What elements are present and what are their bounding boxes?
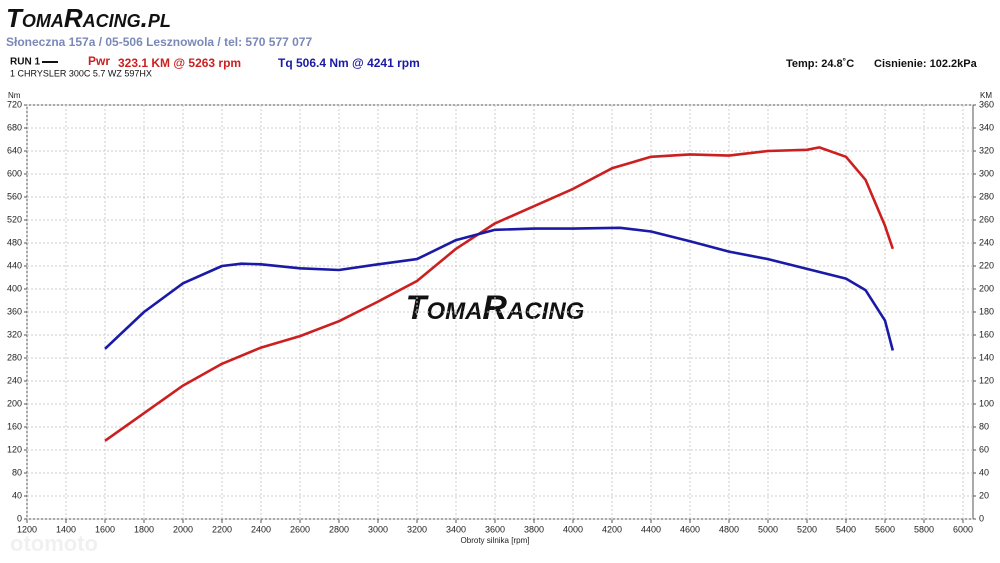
y2-tick-label: 100 — [979, 398, 994, 408]
legend-entry: Pwr — [88, 54, 110, 68]
watermark: TomaRacing — [406, 289, 585, 327]
x-tick-label: 6000 — [953, 524, 973, 534]
y-tick-label: 560 — [7, 191, 22, 201]
x-tick-label: 5400 — [836, 524, 856, 534]
x-tick-label: 4800 — [719, 524, 739, 534]
y-tick-label: 680 — [7, 122, 22, 132]
series-line — [104, 226, 895, 351]
y-tick-label: 720 — [7, 99, 22, 109]
x-tick-label: 5800 — [914, 524, 934, 534]
y2-tick-label: 320 — [979, 145, 994, 155]
y-tick-label: 400 — [7, 283, 22, 293]
x-tick-label: 5600 — [875, 524, 895, 534]
x-tick-label: 1200 — [17, 524, 37, 534]
y-tick-label: 360 — [7, 306, 22, 316]
x-tick-label: 5200 — [797, 524, 817, 534]
y2-tick-label: 220 — [979, 260, 994, 270]
y-tick-label: 40 — [12, 490, 22, 500]
y-tick-label: 200 — [7, 398, 22, 408]
x-tick-label: 4000 — [563, 524, 583, 534]
y2-tick-label: 180 — [979, 306, 994, 316]
run-label: RUN 1 — [10, 57, 40, 68]
y-axis-label: Nm — [8, 91, 21, 100]
x-tick-label: 1800 — [134, 524, 154, 534]
x-tick-label: 2200 — [212, 524, 232, 534]
x-tick-label: 4600 — [680, 524, 700, 534]
y-tick-label: 160 — [7, 421, 22, 431]
x-tick-label: 1600 — [95, 524, 115, 534]
y2-tick-label: 240 — [979, 237, 994, 247]
y2-tick-label: 120 — [979, 375, 994, 385]
x-tick-label: 3400 — [446, 524, 466, 534]
x-axis-label: Obroty silnika [rpm] — [461, 536, 530, 545]
x-tick-label: 4400 — [641, 524, 661, 534]
x-tick-label: 5000 — [758, 524, 778, 534]
y-tick-label: 640 — [7, 145, 22, 155]
y-tick-label: 520 — [7, 214, 22, 224]
temperature: Temp: 24.8˚C — [786, 58, 854, 70]
y-tick-label: 0 — [17, 513, 22, 523]
y-tick-label: 120 — [7, 444, 22, 454]
y2-tick-label: 340 — [979, 122, 994, 132]
legend-peak: 323.1 KM @ 5263 rpm — [118, 56, 241, 70]
legend-entry: Tq — [278, 56, 293, 70]
y2-tick-label: 60 — [979, 444, 989, 454]
y2-axis-label: KM — [980, 91, 992, 100]
y2-tick-label: 360 — [979, 99, 994, 109]
y-tick-label: 440 — [7, 260, 22, 270]
vehicle: 1 CHRYSLER 300C 5.7 WZ 597HX — [10, 68, 152, 78]
x-tick-label: 3600 — [485, 524, 505, 534]
y-tick-label: 280 — [7, 352, 22, 362]
x-tick-label: 2400 — [251, 524, 271, 534]
y-tick-label: 240 — [7, 375, 22, 385]
y-tick-label: 320 — [7, 329, 22, 339]
y2-tick-label: 200 — [979, 283, 994, 293]
logo: TomaRacing.pl — [6, 3, 171, 33]
pressure: Cisnienie: 102.2kPa — [874, 58, 978, 70]
site-watermark: otomoto — [10, 531, 98, 556]
x-tick-label: 2800 — [329, 524, 349, 534]
x-tick-label: 3000 — [368, 524, 388, 534]
y2-tick-label: 0 — [979, 513, 984, 523]
y2-tick-label: 260 — [979, 214, 994, 224]
y2-tick-label: 300 — [979, 168, 994, 178]
address: Słoneczna 157a / 05-506 Lesznowola / tel… — [6, 35, 312, 49]
x-tick-label: 4200 — [602, 524, 622, 534]
x-tick-label: 1400 — [56, 524, 76, 534]
y2-tick-label: 80 — [979, 421, 989, 431]
y2-tick-label: 20 — [979, 490, 989, 500]
y2-tick-label: 160 — [979, 329, 994, 339]
x-tick-label: 3200 — [407, 524, 427, 534]
series-line — [104, 146, 895, 442]
y2-tick-label: 40 — [979, 467, 989, 477]
x-tick-label: 2000 — [173, 524, 193, 534]
y-tick-label: 600 — [7, 168, 22, 178]
y-tick-label: 480 — [7, 237, 22, 247]
legend-peak: 506.4 Nm @ 4241 rpm — [296, 56, 420, 70]
y-tick-label: 80 — [12, 467, 22, 477]
y2-tick-label: 280 — [979, 191, 994, 201]
y2-tick-label: 140 — [979, 352, 994, 362]
x-tick-label: 3800 — [524, 524, 544, 534]
x-tick-label: 2600 — [290, 524, 310, 534]
plot: 1200 1400 1600 1800 2000 2200 2400 2600 2800 3000… — [7, 99, 994, 534]
